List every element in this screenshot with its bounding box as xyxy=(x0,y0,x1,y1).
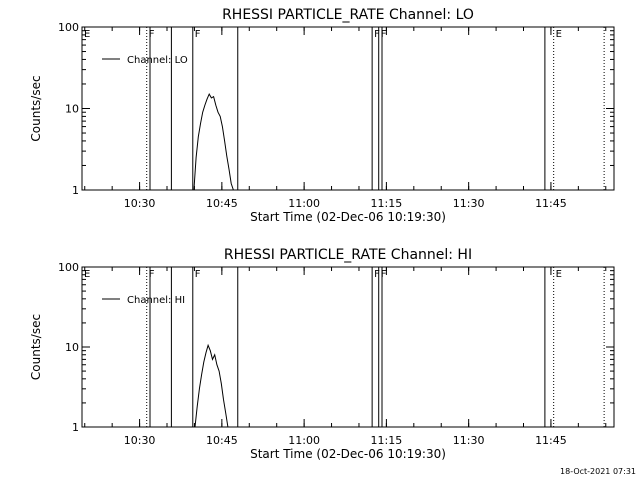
chart-panel-1: RHESSI PARTICLE_RATE Channel: LOE F F F F E11… xyxy=(29,7,615,224)
x-tick-label: 11:30 xyxy=(453,197,485,210)
x-tick-label: 11:00 xyxy=(288,197,320,210)
x-tick-label: 11:15 xyxy=(371,434,403,447)
y-tick-label: 10 xyxy=(65,341,79,354)
x-tick-label: 10:30 xyxy=(124,434,156,447)
x-axis-label: Start Time (02-Dec-06 10:19:30) xyxy=(250,210,446,224)
flag-label: F xyxy=(381,269,387,280)
x-tick-label: 11:00 xyxy=(288,434,320,447)
flag-label: F xyxy=(149,29,155,40)
y-tick-label: 10 xyxy=(65,103,79,116)
x-tick-label: 10:30 xyxy=(124,197,156,210)
flag-label: E xyxy=(84,269,90,280)
x-tick-label: 11:15 xyxy=(371,197,403,210)
legend-label: Channel: HI xyxy=(127,295,185,306)
flag-label: F xyxy=(149,269,155,280)
chart-title: RHESSI PARTICLE_RATE Channel: HI xyxy=(224,247,472,263)
chart-title: RHESSI PARTICLE_RATE Channel: LO xyxy=(222,7,474,23)
series-line xyxy=(194,343,229,428)
y-axis-label: Counts/sec xyxy=(29,314,43,380)
plot-frame xyxy=(81,26,615,191)
flag-label: F xyxy=(374,269,380,280)
legend-label: Channel: LO xyxy=(127,55,188,66)
y-axis-label: Counts/sec xyxy=(29,75,43,141)
y-tick-label: 1 xyxy=(72,184,79,197)
x-tick-label: 11:45 xyxy=(535,197,567,210)
flag-label: F xyxy=(195,269,201,280)
y-tick-label: 1 xyxy=(72,421,79,434)
chart-panel-2: RHESSI PARTICLE_RATE Channel: HIE F F F F E11… xyxy=(29,247,615,461)
plot-frame xyxy=(81,266,615,428)
x-tick-label: 10:45 xyxy=(206,434,238,447)
x-tick-label: 11:45 xyxy=(535,434,567,447)
series-line xyxy=(193,92,234,191)
flag-label: F xyxy=(374,29,380,40)
flag-label: E xyxy=(556,269,562,280)
flag-label: E xyxy=(84,29,90,40)
footer-timestamp: 18-Oct-2021 07:31 xyxy=(560,467,636,476)
flag-label: E xyxy=(556,29,562,40)
x-axis-label: Start Time (02-Dec-06 10:19:30) xyxy=(250,447,446,461)
x-tick-label: 11:30 xyxy=(453,434,485,447)
flag-label: F xyxy=(195,29,201,40)
y-tick-label: 100 xyxy=(58,21,79,34)
x-tick-label: 10:45 xyxy=(206,197,238,210)
flag-label: F xyxy=(381,29,387,40)
y-tick-label: 100 xyxy=(58,261,79,274)
